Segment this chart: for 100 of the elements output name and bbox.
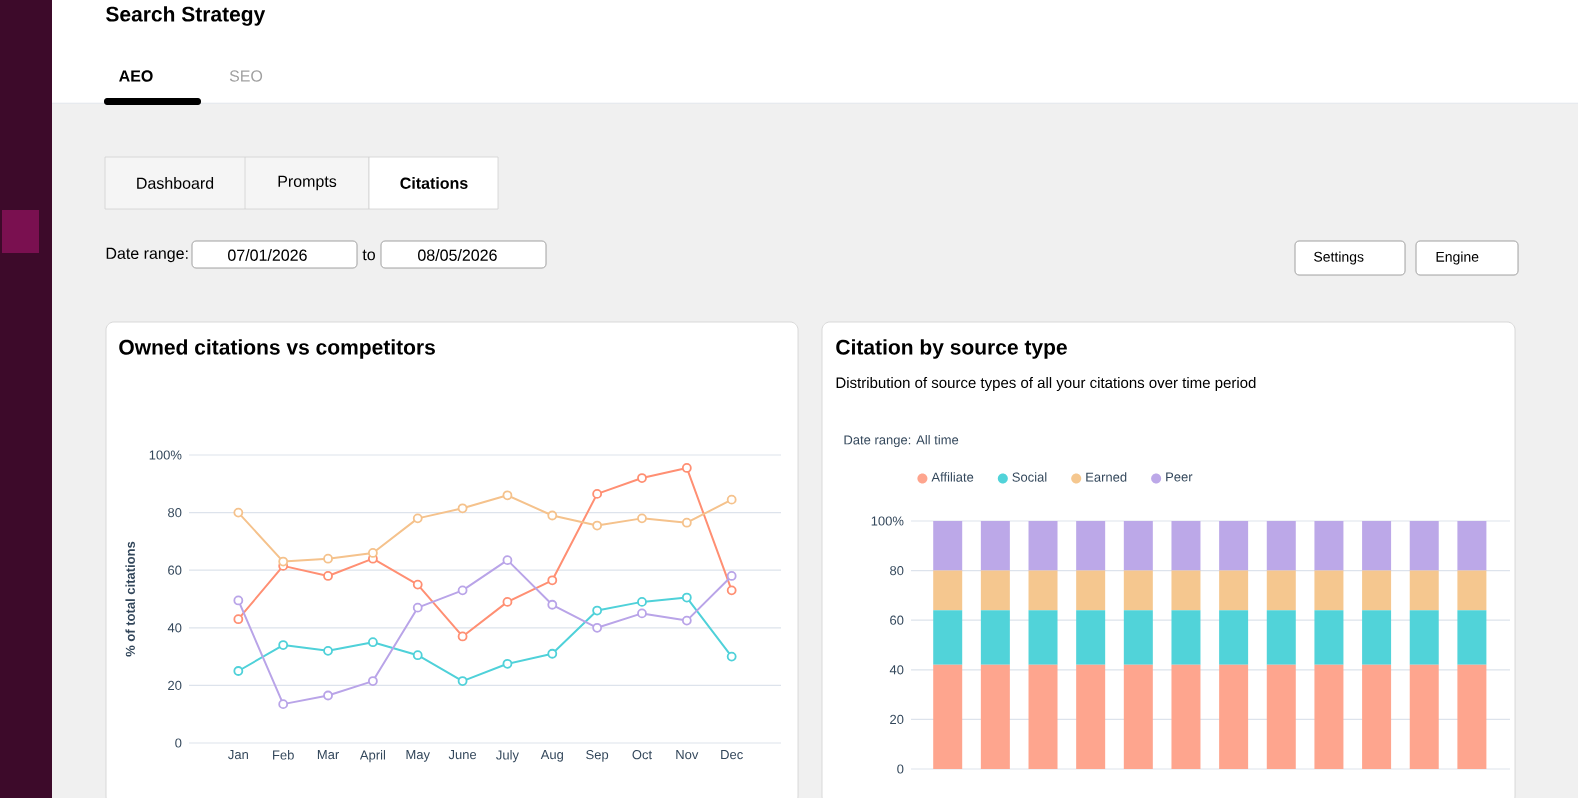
point xyxy=(233,507,244,518)
text: SEO xyxy=(229,70,263,82)
bar xyxy=(933,664,963,770)
point xyxy=(367,637,378,648)
point xyxy=(278,556,289,567)
point xyxy=(367,548,378,558)
y-tick-label: 40 xyxy=(167,623,182,633)
y-tick-label: 80 xyxy=(168,508,182,518)
bar xyxy=(1409,664,1439,770)
point xyxy=(457,676,468,686)
point xyxy=(592,488,603,499)
point xyxy=(323,690,333,701)
x-tick-label: Oct xyxy=(632,750,652,760)
bar xyxy=(1266,610,1296,665)
point xyxy=(457,585,468,596)
legend-label: Peer xyxy=(1166,472,1193,482)
point xyxy=(233,666,244,676)
bar xyxy=(1314,570,1344,611)
bar xyxy=(933,570,963,611)
bar xyxy=(980,610,1010,665)
bar xyxy=(1266,521,1296,571)
bar xyxy=(1409,521,1439,571)
bar xyxy=(1219,570,1249,611)
point xyxy=(233,595,244,606)
bar xyxy=(1028,570,1058,611)
point xyxy=(412,513,423,524)
point xyxy=(502,658,513,669)
chart-title: Owned citations vs competitors xyxy=(119,339,435,359)
bar xyxy=(980,521,1010,571)
bar xyxy=(1076,570,1106,611)
point xyxy=(547,510,558,521)
text: Settings xyxy=(1314,251,1364,265)
bar xyxy=(933,610,963,665)
point xyxy=(367,676,378,686)
bar xyxy=(1314,521,1344,571)
text: Dashboard xyxy=(137,177,214,189)
point xyxy=(681,517,692,528)
point xyxy=(592,605,603,616)
point xyxy=(726,585,737,596)
x-tick-label: April xyxy=(359,750,385,763)
point xyxy=(502,555,513,566)
point xyxy=(323,571,333,581)
point xyxy=(637,473,647,483)
bar xyxy=(980,664,1010,770)
bar xyxy=(1266,570,1296,611)
legend-label: Social xyxy=(1012,472,1047,482)
bar xyxy=(1219,610,1249,665)
text: to xyxy=(362,249,375,261)
text: Prompts xyxy=(278,175,337,191)
point xyxy=(457,631,468,642)
bar xyxy=(1409,610,1439,665)
text: Date range: xyxy=(106,247,188,263)
bar xyxy=(1171,664,1201,770)
y-axis-title: % of total citations xyxy=(125,541,135,657)
x-tick-label: Feb xyxy=(273,750,294,760)
y-tick-label: 100% xyxy=(149,450,182,460)
x-tick-label: July xyxy=(496,750,519,763)
point xyxy=(278,699,289,710)
bar xyxy=(1457,570,1487,611)
bar xyxy=(1457,521,1487,571)
bar xyxy=(1219,521,1249,571)
point xyxy=(681,615,692,626)
bar xyxy=(1266,664,1296,770)
chart-title: Citation by source type xyxy=(836,339,1067,359)
point xyxy=(547,648,558,659)
bar xyxy=(1314,610,1344,665)
text: AEO xyxy=(119,70,153,82)
x-tick-label: Sep xyxy=(586,750,609,762)
x-tick-label: Aug xyxy=(540,750,564,762)
bar xyxy=(1362,664,1392,770)
bar xyxy=(1028,664,1058,770)
y-tick-label: 20 xyxy=(168,680,182,691)
x-tick-label: Mar xyxy=(317,750,340,760)
text: 08/05/2026 xyxy=(418,249,497,261)
text: Search Strategy xyxy=(106,6,266,26)
x-tick-label: Nov xyxy=(676,750,699,760)
bar xyxy=(1171,610,1201,665)
point xyxy=(637,513,647,524)
point xyxy=(457,503,468,514)
y-tick-label: 0 xyxy=(175,738,182,748)
bar xyxy=(1028,521,1058,571)
chart-subtitle: Distribution of source types of all your citations over time period xyxy=(836,377,1256,391)
bar xyxy=(1457,610,1487,665)
bar xyxy=(1076,521,1106,571)
point xyxy=(278,640,289,650)
point xyxy=(412,602,423,613)
text: Date range: All time xyxy=(844,434,959,448)
bar xyxy=(1028,610,1058,665)
bar xyxy=(1123,570,1153,611)
y-tick-label: 60 xyxy=(890,615,904,625)
y-tick-label: 100% xyxy=(871,516,904,526)
point xyxy=(592,520,603,531)
point xyxy=(637,608,647,619)
point xyxy=(412,579,423,590)
bar xyxy=(1076,610,1106,665)
bar xyxy=(1409,570,1439,611)
bar xyxy=(1076,664,1106,770)
x-tick-label: Jan xyxy=(228,750,248,760)
point xyxy=(681,592,692,603)
bar xyxy=(933,521,963,571)
